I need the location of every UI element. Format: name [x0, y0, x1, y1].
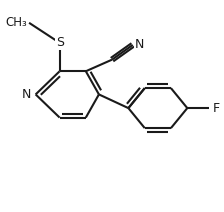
Text: N: N — [22, 88, 31, 101]
Text: N: N — [135, 38, 144, 52]
Text: S: S — [56, 36, 64, 49]
Text: F: F — [212, 102, 220, 115]
Text: CH₃: CH₃ — [5, 16, 27, 29]
